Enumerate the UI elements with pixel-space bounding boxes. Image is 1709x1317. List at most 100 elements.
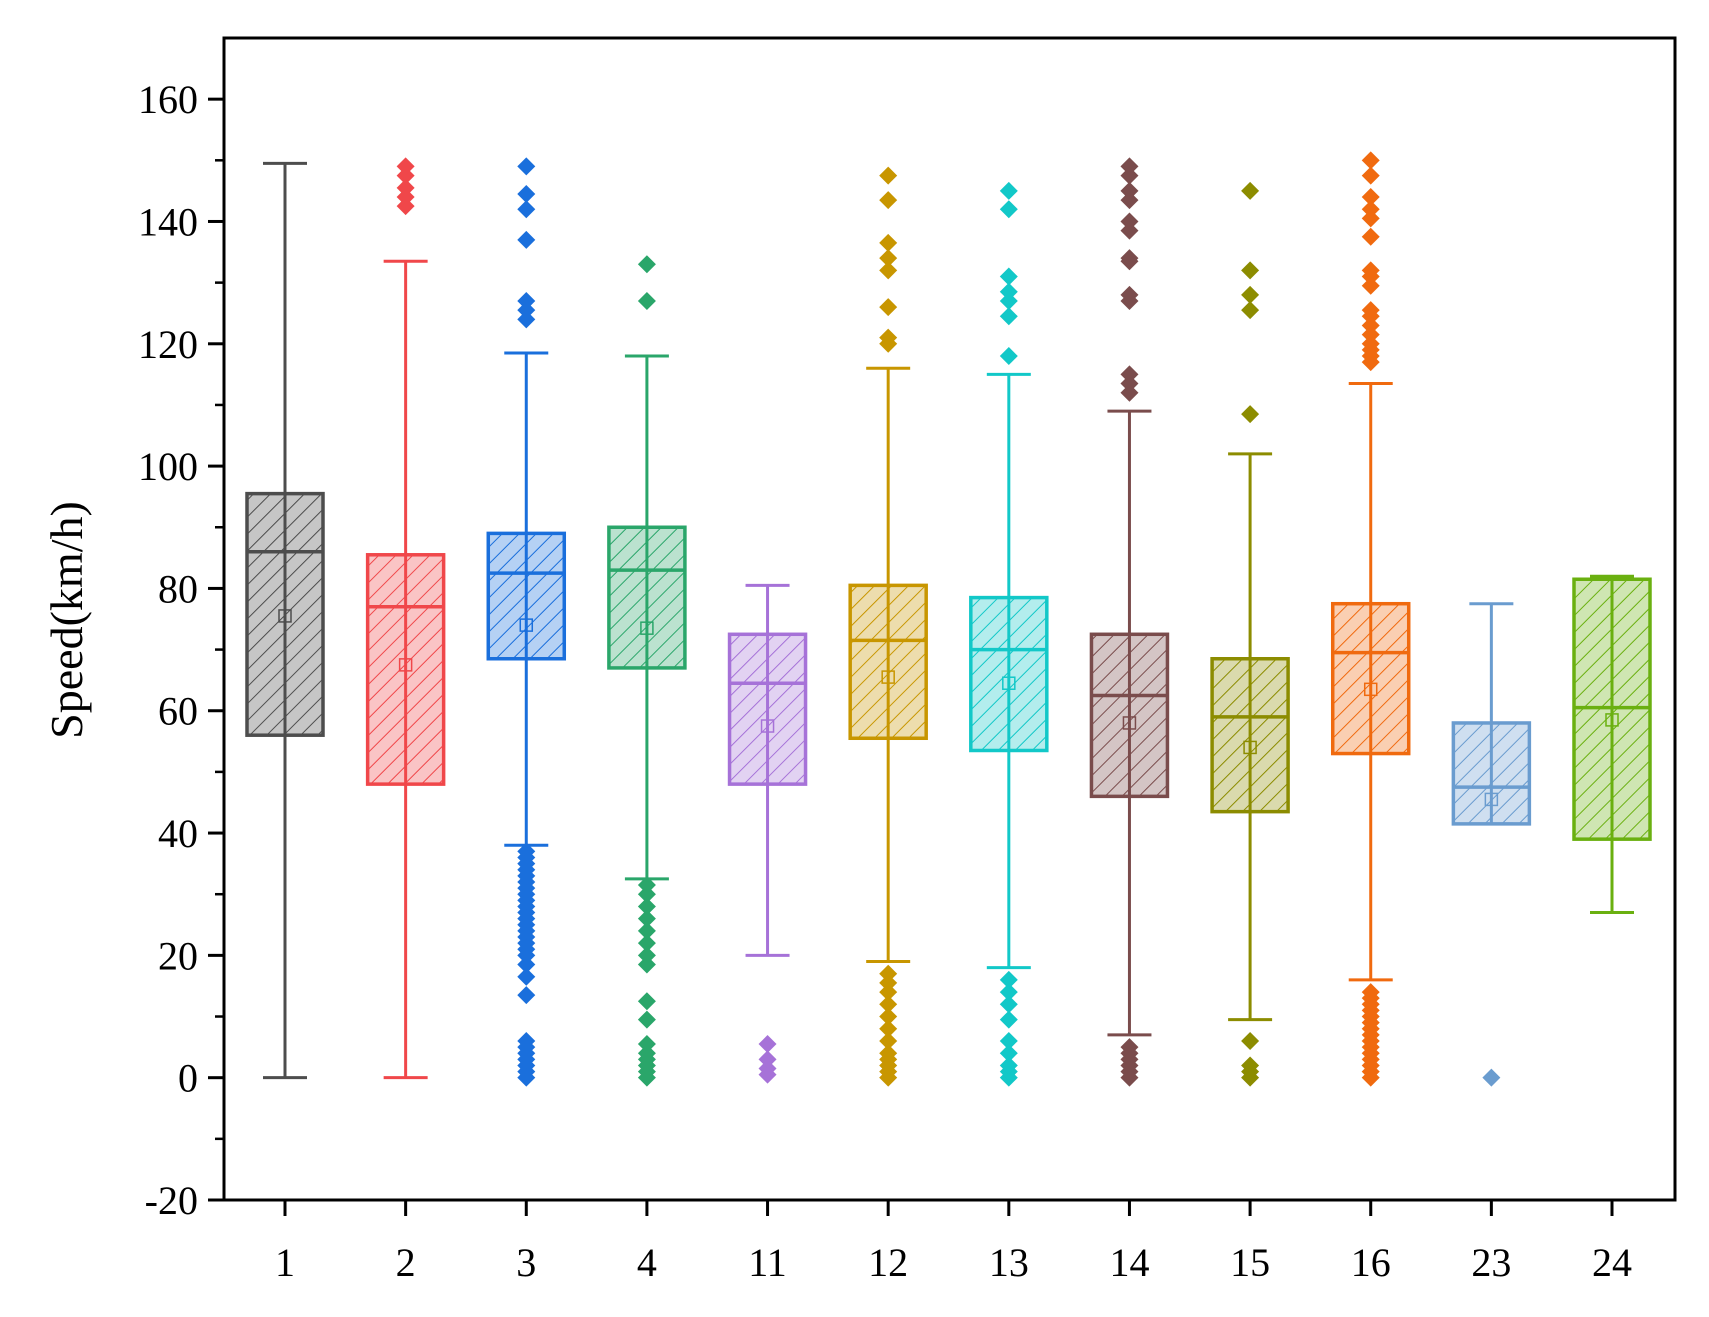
outlier-point xyxy=(758,1035,777,1054)
x-tick-label: 15 xyxy=(1230,1240,1270,1285)
outlier-point xyxy=(517,157,536,176)
outlier-point xyxy=(1120,181,1139,200)
outlier-point xyxy=(1361,983,1380,1002)
box-iqr xyxy=(245,491,325,737)
mean-marker xyxy=(398,658,413,672)
y-tick-label: 20 xyxy=(158,933,198,978)
outlier-point xyxy=(879,1031,898,1050)
box-series-2 xyxy=(365,157,446,1080)
outlier-point xyxy=(879,233,898,252)
y-axis-title: Speed(km/h) xyxy=(41,501,92,739)
outlier-point xyxy=(999,200,1018,219)
box-series-24 xyxy=(1572,574,1652,915)
mean-marker xyxy=(881,670,895,684)
box-series-12 xyxy=(848,166,928,1087)
mean-marker xyxy=(1122,716,1137,730)
mean-marker xyxy=(1243,740,1257,755)
outlier-point xyxy=(396,166,415,185)
outlier-point xyxy=(999,267,1018,286)
outlier-point xyxy=(637,955,656,974)
outlier-point xyxy=(637,1035,656,1054)
box-series-13 xyxy=(969,181,1049,1087)
outlier-point xyxy=(758,1059,777,1078)
outlier-point xyxy=(396,188,415,207)
box-iqr xyxy=(727,632,808,786)
box-series-15 xyxy=(1210,181,1290,1087)
x-tick-label: 14 xyxy=(1109,1240,1149,1285)
outlier-point xyxy=(879,261,898,280)
mean-marker xyxy=(278,609,292,623)
y-tick-label: 100 xyxy=(138,444,198,489)
x-tick-label: 23 xyxy=(1471,1240,1511,1285)
outlier-point xyxy=(879,249,898,268)
outlier-point xyxy=(517,842,536,861)
box-series-group xyxy=(245,151,1652,1087)
outlier-point xyxy=(1120,157,1139,176)
outlier-point xyxy=(1241,181,1260,200)
mean-marker xyxy=(760,719,775,733)
outlier-point xyxy=(999,307,1018,326)
outlier-point xyxy=(396,157,415,176)
outlier-point xyxy=(517,291,536,310)
outlier-point xyxy=(637,1044,656,1063)
outlier-point xyxy=(999,181,1018,200)
outlier-point xyxy=(1361,334,1380,353)
outlier-point xyxy=(999,1031,1018,1050)
outlier-point xyxy=(1361,151,1380,170)
x-tick-label: 12 xyxy=(868,1240,908,1285)
outlier-point xyxy=(637,992,656,1011)
y-tick-label: 140 xyxy=(138,199,198,244)
outlier-point xyxy=(879,191,898,210)
x-tick-label: 24 xyxy=(1592,1240,1632,1285)
box-series-3 xyxy=(486,157,567,1087)
outlier-point xyxy=(1361,166,1380,185)
outlier-point xyxy=(879,973,898,992)
x-tick-label: 3 xyxy=(516,1240,536,1285)
mean-marker xyxy=(1605,713,1619,727)
outlier-point xyxy=(1120,249,1139,268)
outlier-point xyxy=(396,178,415,197)
outlier-point xyxy=(517,200,536,219)
box-iqr xyxy=(607,525,687,670)
y-tick-label: 0 xyxy=(178,1056,198,1101)
x-tick-label: 2 xyxy=(396,1240,416,1285)
x-tick-label: 11 xyxy=(748,1240,787,1285)
box-iqr xyxy=(1210,657,1290,814)
outlier-point xyxy=(517,986,536,1005)
outlier-point xyxy=(637,909,656,928)
outlier-point xyxy=(1120,166,1139,185)
outlier-point xyxy=(637,291,656,310)
outlier-point xyxy=(879,1044,898,1063)
outlier-point xyxy=(637,1010,656,1029)
x-tick-label: 4 xyxy=(637,1240,657,1285)
outlier-point xyxy=(999,983,1018,1002)
mean-marker xyxy=(519,618,534,632)
box-series-23 xyxy=(1451,602,1532,1087)
box-series-11 xyxy=(727,583,808,1084)
outlier-point xyxy=(999,995,1018,1014)
outlier-point xyxy=(1482,1068,1501,1087)
box-iqr xyxy=(1089,632,1170,799)
outlier-point xyxy=(1361,188,1380,207)
outlier-point xyxy=(1241,261,1260,280)
outlier-point xyxy=(1361,325,1380,344)
outlier-point xyxy=(999,1010,1018,1029)
plot-frame xyxy=(222,36,1677,1202)
outlier-point xyxy=(1120,212,1139,231)
x-tick-label: 1 xyxy=(275,1240,295,1285)
outlier-point xyxy=(517,967,536,986)
outlier-point xyxy=(517,1031,536,1050)
plot-border xyxy=(222,36,1677,1202)
outlier-point xyxy=(1120,374,1139,393)
outlier-point xyxy=(1120,191,1139,210)
y-axis: -20 0 20 40 60 80 100 120 140 160 xyxy=(138,77,224,1223)
outlier-point xyxy=(637,921,656,940)
outlier-point xyxy=(879,166,898,185)
outlier-point xyxy=(1241,1031,1260,1050)
x-tick-label: 13 xyxy=(989,1240,1029,1285)
outlier-point xyxy=(1361,261,1380,280)
box-iqr xyxy=(1330,601,1411,756)
outlier-point xyxy=(517,230,536,249)
box-series-1 xyxy=(245,161,325,1080)
box-iqr xyxy=(848,583,928,741)
